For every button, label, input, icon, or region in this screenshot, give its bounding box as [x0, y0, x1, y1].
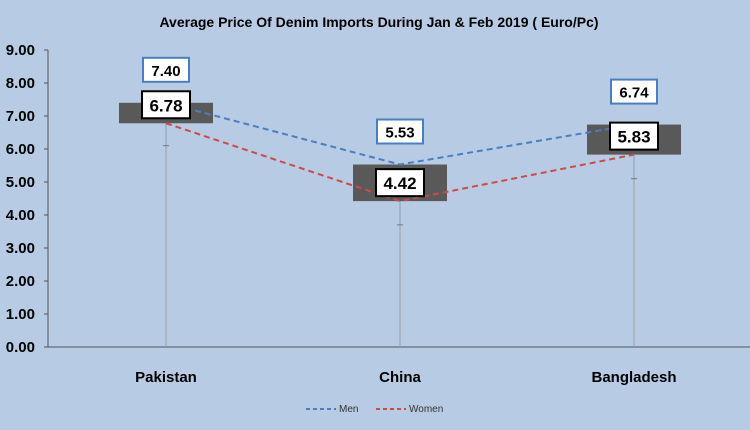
women-data-label: 5.83	[617, 128, 650, 147]
y-tick-label: 7.00	[6, 108, 35, 125]
men-data-label-box	[376, 118, 424, 145]
chart-title: Average Price Of Denim Imports During Ja…	[159, 14, 598, 30]
series-line-men	[165, 101, 635, 166]
men-data-label: 6.74	[619, 85, 649, 102]
y-tick-label: 3.00	[6, 240, 35, 257]
y-tick-label: 6.00	[6, 141, 35, 158]
women-data-label-box	[375, 168, 425, 198]
y-tick-label: 8.00	[6, 75, 35, 92]
women-data-label-box	[141, 90, 191, 120]
y-tick-label: 4.00	[6, 207, 35, 224]
x-category-label: China	[379, 369, 421, 386]
y-tick-label: 9.00	[6, 42, 35, 59]
y-tick-label: 2.00	[6, 273, 35, 290]
women-data-label: 4.42	[383, 174, 416, 193]
series-line-women	[165, 122, 635, 203]
women-data-label: 6.78	[149, 96, 182, 115]
legend-women-label: Women	[409, 404, 443, 415]
legend-men-label: Men	[339, 404, 358, 415]
y-tick-label: 0.00	[6, 339, 35, 356]
legend: Men Women	[306, 404, 443, 415]
plot-area: 0.00 1.00 2.00 3.00 4.00 5.00 6.00 7.00 8.00 9.00…	[6, 42, 750, 386]
x-category-label: Bangladesh	[591, 369, 676, 386]
y-tick-label: 1.00	[6, 306, 35, 323]
y-tick-label: 5.00	[6, 174, 35, 191]
men-data-label: 7.40	[151, 63, 180, 80]
men-data-label: 5.53	[385, 125, 414, 142]
x-category-label: Pakistan	[135, 369, 197, 386]
men-data-label-box	[610, 78, 658, 105]
men-data-label-box	[142, 56, 190, 83]
women-data-label-box	[609, 121, 659, 151]
